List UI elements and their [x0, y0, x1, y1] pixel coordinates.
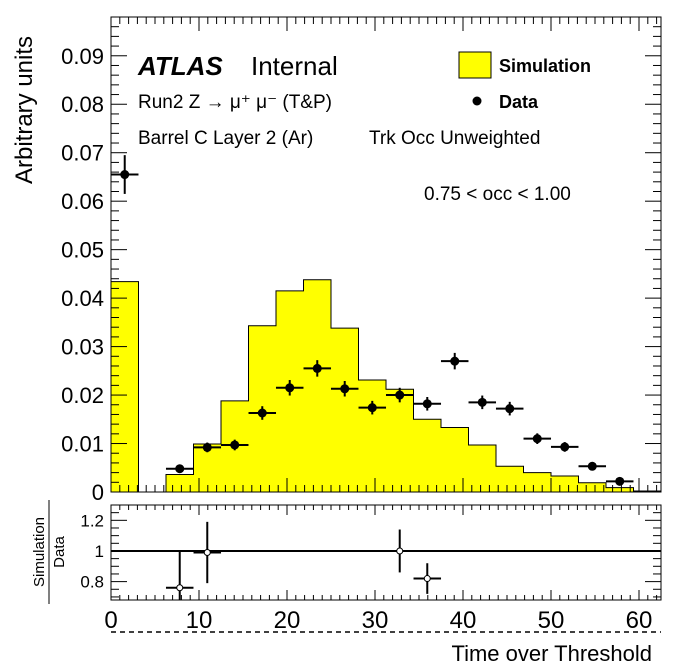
data-point: [230, 440, 240, 450]
legend-data-marker: [472, 96, 482, 106]
x-tick-label: 60: [626, 607, 653, 634]
y-tick-label: 0.03: [61, 335, 104, 360]
main-histogram-panel: 0 0.01 0.02 0.03 0.04 0.05 0.06 0.07 0.08 0.09 Ar…: [11, 16, 662, 505]
ratio-point: [396, 547, 404, 555]
data-points: [110, 155, 634, 486]
x-axis-title: Time over Threshold: [451, 641, 652, 666]
data-point: [615, 476, 625, 486]
simulation-bar: [551, 476, 579, 492]
x-tick-label: 20: [274, 607, 301, 634]
data-point: [202, 442, 212, 452]
data-point: [312, 363, 322, 373]
ratio-y-tick-label: 1.2: [80, 511, 104, 530]
weighting-label: Trk Occ Unweighted: [369, 128, 540, 149]
data-point: [340, 384, 350, 394]
y-tick-label: 0.07: [61, 141, 104, 166]
x-tick-label: 30: [362, 607, 389, 634]
x-tick-label: 0: [104, 607, 117, 634]
simulation-bar: [111, 281, 139, 492]
main-y-tick-labels: 0 0.01 0.02 0.03 0.04 0.05 0.06 0.07 0.08 0.09: [61, 44, 104, 505]
data-point: [560, 442, 570, 452]
y-tick-label: 0.09: [61, 44, 104, 69]
ratio-y-title-denominator: Data: [51, 536, 68, 568]
ratio-panel: 0.8 1 1.2 0 10 20 30 40 50 60 Simulation Data Ti…: [31, 500, 662, 666]
ratio-point: [203, 549, 211, 556]
main-axis-ticks: [110, 16, 661, 493]
simulation-bar: [606, 487, 634, 492]
ratio-point: [423, 575, 431, 583]
x-tick-label: 50: [538, 607, 565, 634]
x-tick-label: 10: [186, 607, 213, 634]
y-axis-title: Arbitrary units: [11, 36, 38, 184]
data-point: [120, 170, 130, 180]
simulation-bar: [441, 427, 469, 492]
y-tick-label: 0.04: [61, 286, 104, 311]
ratio-points: [165, 521, 442, 600]
legend-simulation-label: Simulation: [499, 56, 591, 76]
x-tick-label: 40: [450, 607, 477, 634]
atlas-label: ATLAS: [137, 51, 223, 81]
y-tick-label: 0.02: [61, 383, 104, 408]
simulation-bar: [578, 482, 606, 492]
region-label: Barrel C Layer 2 (Ar): [138, 128, 313, 149]
y-tick-label: 0: [92, 480, 104, 505]
data-point: [477, 397, 487, 407]
legend: Simulation Data: [458, 51, 591, 112]
ratio-point: [176, 584, 184, 592]
simulation-bar: [413, 419, 441, 492]
y-tick-label: 0.05: [61, 238, 104, 263]
y-tick-label: 0.06: [61, 189, 104, 214]
y-tick-label: 0.08: [61, 92, 104, 117]
simulation-bar: [331, 328, 359, 492]
simulation-bar: [386, 389, 414, 492]
data-point: [175, 464, 185, 474]
simulation-outline: [110, 279, 662, 493]
occupancy-range-label: 0.75 < occ < 1.00: [424, 184, 571, 205]
ratio-y-tick-label: 0.8: [80, 573, 104, 592]
data-point: [422, 399, 432, 409]
simulation-bar: [468, 444, 496, 492]
data-point: [450, 356, 460, 366]
ratio-x-tick-labels: 0 10 20 30 40 50 60: [104, 607, 652, 634]
simulation-bar: [496, 466, 524, 492]
ratio-plot-frame: [110, 504, 662, 601]
simulation-histogram: [110, 279, 662, 493]
legend-simulation-swatch: [458, 51, 492, 79]
selection-label: Run2 Z → μ⁺ μ⁻ (T&P): [138, 92, 332, 113]
ratio-y-tick-labels: 0.8 1 1.2: [80, 511, 104, 591]
data-point: [587, 461, 597, 471]
data-point: [257, 408, 267, 418]
legend-data-label: Data: [499, 92, 539, 112]
data-point: [532, 434, 542, 444]
main-plot-frame: [110, 16, 662, 493]
data-point: [285, 383, 295, 393]
ratio-y-tick-label: 1: [95, 542, 104, 561]
ratio-y-title-numerator: Simulation: [31, 517, 48, 587]
simulation-bar: [303, 279, 331, 492]
data-point: [505, 404, 515, 414]
simulation-bar: [358, 380, 386, 492]
y-tick-label: 0.01: [61, 432, 104, 457]
internal-label: Internal: [251, 51, 338, 81]
simulation-bar: [166, 474, 194, 492]
data-point: [395, 390, 405, 400]
simulation-bar: [523, 472, 551, 492]
ratio-axis-ticks: [110, 504, 661, 600]
data-point: [367, 403, 377, 413]
